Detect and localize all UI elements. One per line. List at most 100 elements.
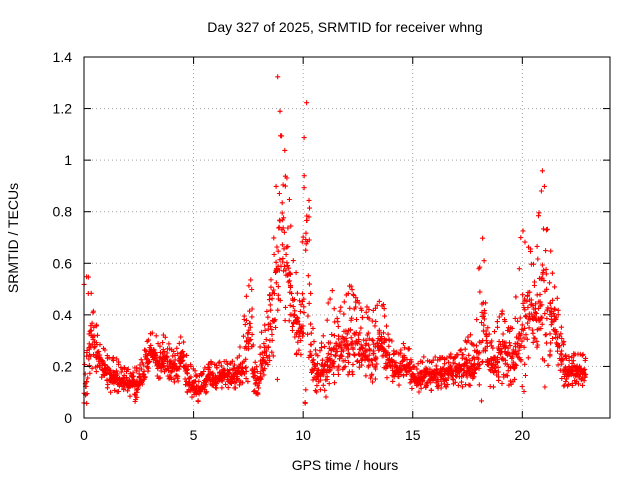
data-point (369, 371, 375, 377)
data-point (300, 234, 306, 240)
data-point (86, 362, 92, 368)
data-point (507, 378, 513, 384)
data-point (273, 269, 279, 275)
data-point (200, 371, 206, 377)
data-point (246, 346, 251, 352)
data-point (175, 378, 181, 384)
data-point (541, 267, 547, 273)
data-point (433, 363, 439, 369)
data-point (131, 373, 137, 379)
data-point (521, 335, 527, 341)
data-point (374, 361, 380, 367)
data-point (353, 304, 359, 310)
data-point (519, 322, 525, 328)
data-point (369, 337, 375, 343)
data-point (502, 318, 508, 324)
data-point (300, 291, 305, 297)
data-point (298, 352, 304, 358)
data-point (452, 361, 458, 366)
data-point (455, 352, 461, 358)
data-point (376, 327, 382, 333)
data-point (548, 322, 554, 328)
data-point (459, 379, 464, 385)
data-point (347, 283, 352, 289)
data-point (515, 318, 521, 324)
data-point (319, 345, 324, 351)
data-point (558, 324, 564, 330)
data-point (389, 357, 395, 363)
data-point (368, 375, 374, 381)
data-point (288, 284, 293, 290)
data-point (243, 368, 249, 374)
data-point (579, 352, 585, 358)
data-point (335, 319, 341, 325)
data-point (296, 347, 302, 353)
data-point (352, 352, 358, 358)
data-point (176, 340, 182, 346)
data-point (366, 362, 372, 368)
data-point (382, 338, 387, 344)
data-point (283, 252, 289, 257)
data-point (577, 365, 583, 371)
data-point (308, 330, 314, 336)
data-point (161, 360, 167, 366)
data-point (520, 300, 526, 306)
data-point (227, 367, 233, 373)
data-point (550, 297, 556, 303)
data-point (294, 314, 300, 320)
data-point (243, 293, 249, 299)
data-point (582, 366, 588, 372)
data-point (460, 373, 466, 379)
data-point (533, 301, 539, 307)
data-point (308, 341, 314, 347)
data-point (538, 188, 544, 194)
data-point (519, 384, 525, 389)
data-point (401, 373, 406, 379)
data-point (114, 389, 120, 395)
data-point (476, 266, 482, 272)
data-point (113, 368, 119, 374)
data-point (348, 335, 354, 341)
data-point (136, 371, 142, 377)
data-point (287, 271, 293, 277)
data-point (95, 332, 100, 338)
data-point (500, 357, 506, 363)
data-point (486, 331, 492, 337)
data-point (138, 357, 144, 363)
data-point (527, 289, 533, 295)
data-point (305, 331, 311, 337)
data-point (529, 327, 535, 333)
data-point (432, 374, 438, 380)
data-point (558, 331, 564, 337)
data-point (303, 387, 309, 393)
data-point (464, 374, 470, 380)
data-point (337, 308, 343, 314)
data-point (332, 353, 338, 359)
data-point (519, 338, 525, 344)
data-point (287, 302, 293, 308)
data-point (274, 376, 280, 382)
data-point (327, 340, 333, 346)
data-point (557, 367, 563, 373)
data-point (386, 343, 392, 349)
data-point (396, 382, 402, 388)
y-tick-label: 1.4 (53, 49, 73, 65)
data-point (254, 364, 260, 370)
data-point (462, 346, 468, 352)
data-point (276, 191, 282, 196)
data-point (243, 376, 249, 381)
data-point (289, 328, 295, 333)
data-point (399, 359, 405, 365)
data-point (495, 364, 501, 370)
data-point (272, 317, 278, 323)
data-point (482, 347, 488, 353)
data-point (466, 352, 472, 358)
data-point (317, 348, 323, 354)
data-point (554, 295, 560, 301)
data-point (174, 345, 180, 351)
y-axis-label: SRMTID / TECUs (5, 183, 21, 293)
data-point (539, 314, 545, 320)
data-point (517, 315, 523, 321)
data-point (90, 336, 96, 342)
data-point (580, 382, 585, 388)
